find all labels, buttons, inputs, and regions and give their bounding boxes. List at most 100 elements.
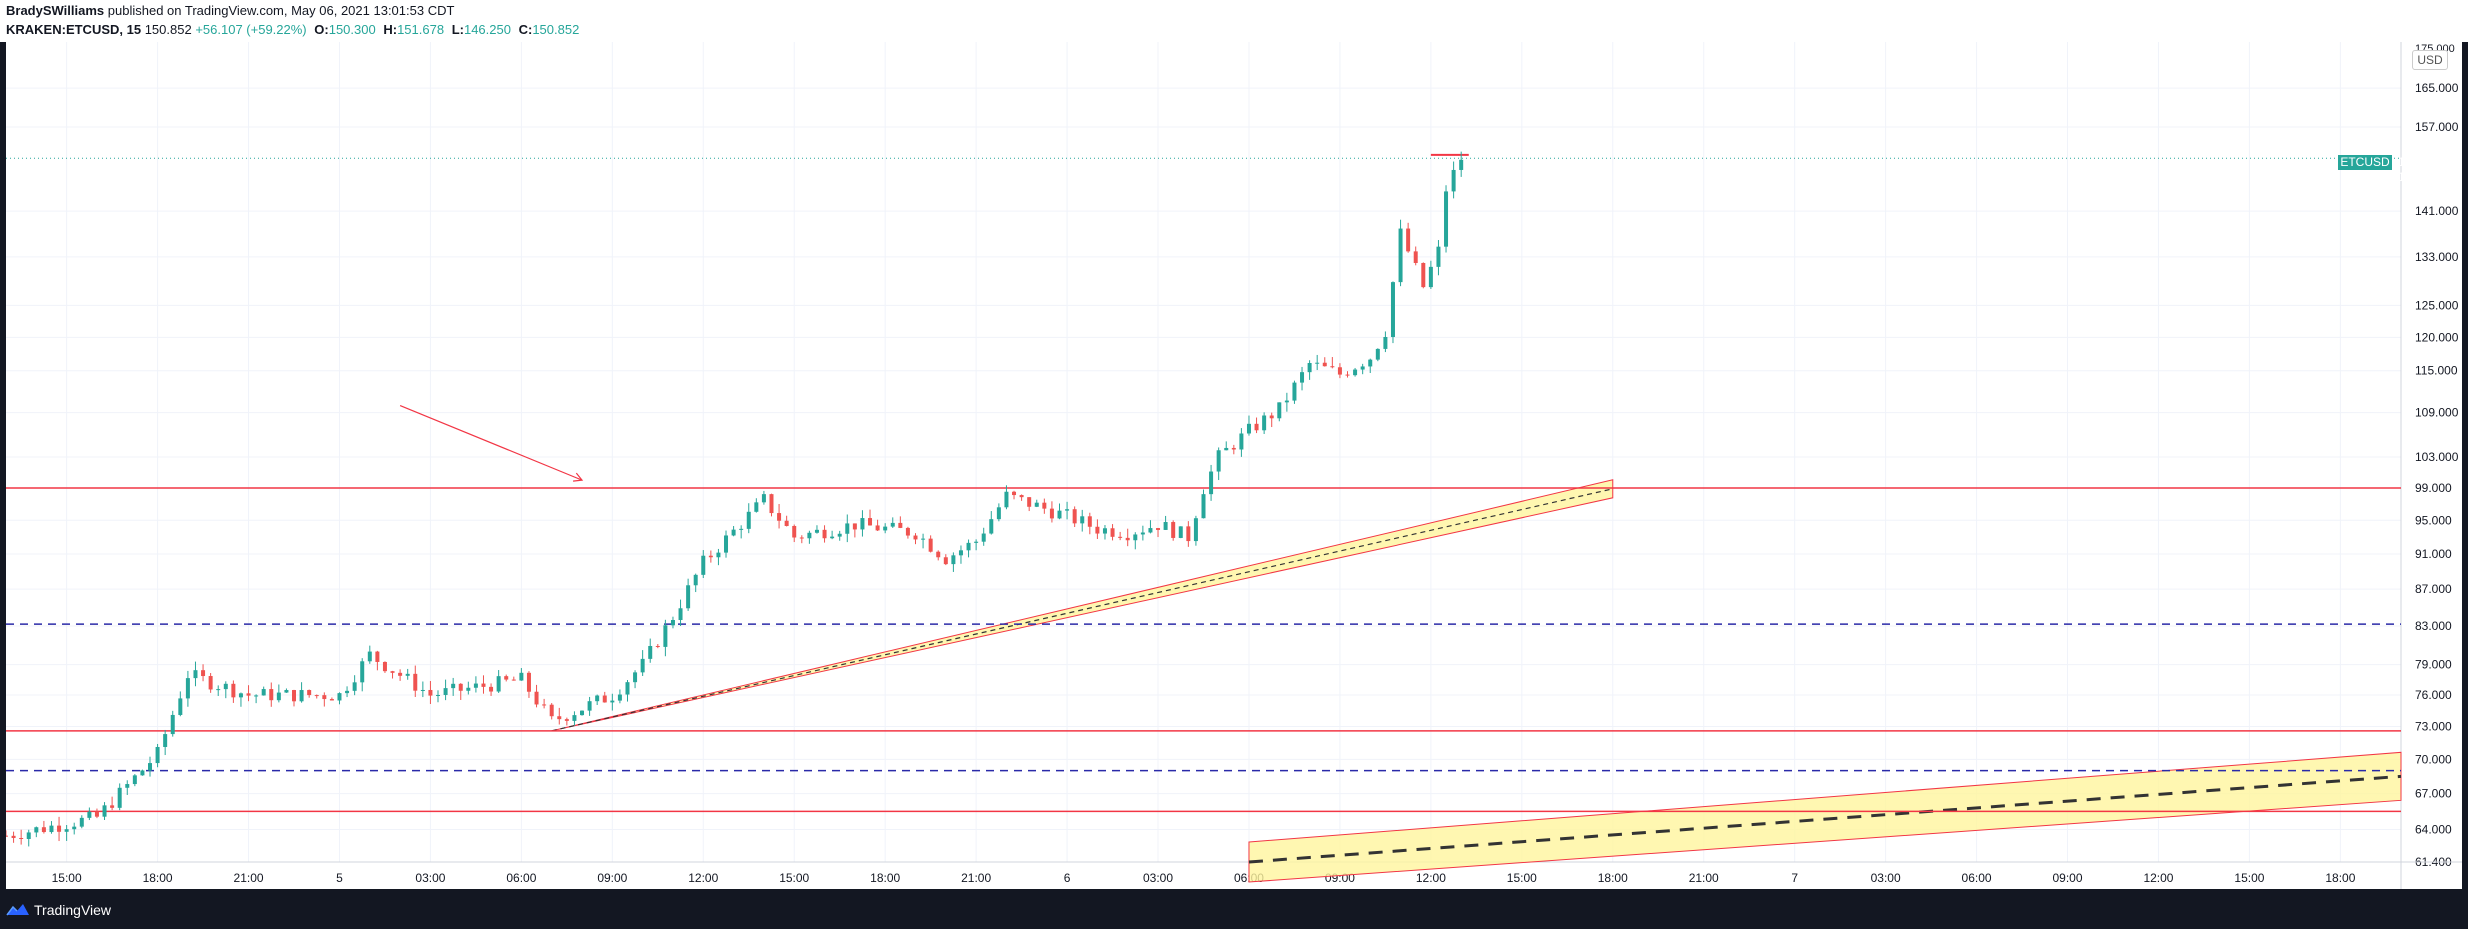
price-label: 83.000 — [2415, 619, 2452, 633]
candle-body — [542, 704, 547, 706]
candle-body — [701, 555, 706, 575]
price-label: 157.000 — [2415, 120, 2459, 134]
price-tag-symbol: ETCUSD — [2338, 155, 2393, 170]
candle-body — [890, 522, 895, 527]
candle-body — [1360, 366, 1365, 370]
candle-body — [807, 532, 812, 539]
candle-body — [208, 676, 213, 690]
candle-body — [1246, 423, 1251, 434]
candle-body — [996, 507, 1001, 520]
price-label: 73.000 — [2415, 720, 2452, 734]
time-label: 12:00 — [688, 871, 718, 885]
tradingview-logo-icon[interactable] — [6, 901, 30, 917]
tradingview-brand[interactable]: TradingView — [34, 902, 112, 918]
candle-body — [534, 691, 539, 705]
candle-body — [1375, 348, 1380, 360]
candle-body — [716, 552, 721, 558]
candle-body — [201, 670, 206, 677]
candle-body — [284, 690, 289, 693]
candle-body — [458, 683, 463, 691]
candle-body — [292, 690, 297, 702]
time-label: 15:00 — [2234, 871, 2264, 885]
candle-body — [1118, 536, 1123, 538]
candle-body — [390, 671, 395, 673]
price-label: 79.000 — [2415, 658, 2452, 672]
candle-body — [1307, 363, 1312, 373]
candle-body — [830, 536, 835, 539]
price-label: 109.000 — [2415, 406, 2459, 420]
candle-body — [625, 682, 630, 695]
candle-body — [1300, 372, 1305, 383]
candle-body — [928, 538, 933, 552]
candle-body — [648, 645, 653, 659]
candle-body — [1428, 266, 1433, 288]
open-value: 150.300 — [328, 22, 376, 37]
candle-body — [276, 692, 281, 701]
candle-body — [746, 511, 751, 529]
candle-body — [155, 746, 160, 764]
candle-body — [580, 710, 585, 716]
candle-body — [799, 537, 804, 539]
candle-body — [299, 690, 304, 702]
candle-body — [1140, 532, 1145, 535]
author-name[interactable]: BradySWilliams — [6, 3, 105, 18]
candle-body — [761, 494, 766, 503]
candle-body — [511, 679, 516, 681]
candle-body — [163, 734, 168, 747]
candle-body — [564, 719, 569, 721]
candle-body — [1254, 423, 1259, 431]
candle-body — [837, 533, 842, 537]
time-label: 12:00 — [2143, 871, 2173, 885]
published-text: published on TradingView.com, May 06, 20… — [107, 3, 455, 18]
candle-body — [860, 518, 865, 530]
candle-body — [405, 673, 410, 676]
candle-body — [1012, 491, 1017, 496]
candle-body — [1034, 502, 1039, 507]
candle-body — [883, 526, 888, 531]
candle-body — [1049, 508, 1054, 519]
time-label: 06:00 — [1962, 871, 1992, 885]
price-chart[interactable]: 15:00 18:00 21:00 5 03:00 06:00 09:00 12:00 15:0… — [6, 42, 2462, 889]
candle-body — [185, 678, 190, 699]
candle-body — [633, 672, 638, 683]
candle-body — [231, 683, 236, 698]
candle-body — [981, 533, 986, 542]
arrow-line — [399, 404, 583, 481]
candle-body — [34, 827, 39, 833]
candle-body — [602, 695, 607, 703]
candle-body — [1019, 495, 1024, 498]
candle-body — [87, 811, 92, 818]
candle-body — [1004, 491, 1009, 508]
candle-body — [496, 676, 501, 692]
symbol-interval[interactable]: KRAKEN:ETCUSD, 15 — [6, 22, 142, 37]
chart-area[interactable]: 15:00 18:00 21:00 5 03:00 06:00 09:00 12:00 15:0… — [6, 42, 2462, 889]
candle-body — [1072, 509, 1077, 524]
time-label: 18:00 — [870, 871, 900, 885]
candle-body — [792, 525, 797, 538]
candle-body — [49, 825, 54, 833]
price-label: 125.000 — [2415, 298, 2459, 312]
candle-body — [375, 651, 380, 662]
candle-body — [382, 661, 387, 672]
price-label: 141.000 — [2415, 204, 2459, 218]
time-label: 15:00 — [52, 871, 82, 885]
candle-body — [1368, 359, 1373, 367]
candle-body — [951, 555, 956, 565]
candle-body — [428, 689, 433, 696]
currency-badge[interactable]: USD — [2412, 50, 2448, 70]
candle-body — [868, 518, 873, 526]
candle-body — [443, 688, 448, 695]
candle-body — [1087, 516, 1092, 527]
arrow-head-icon — [573, 472, 584, 482]
high-label: H: — [383, 22, 398, 37]
candle-body — [686, 585, 691, 609]
price-label: 91.000 — [2415, 547, 2452, 561]
candle-body — [223, 683, 228, 690]
candle-body — [314, 695, 319, 697]
candle-body — [94, 811, 99, 817]
channel-median — [551, 488, 1613, 732]
candle-body — [489, 686, 494, 692]
time-label: 6 — [1064, 871, 1071, 885]
price-label: 95.000 — [2415, 513, 2452, 527]
candle-body — [1163, 522, 1168, 530]
